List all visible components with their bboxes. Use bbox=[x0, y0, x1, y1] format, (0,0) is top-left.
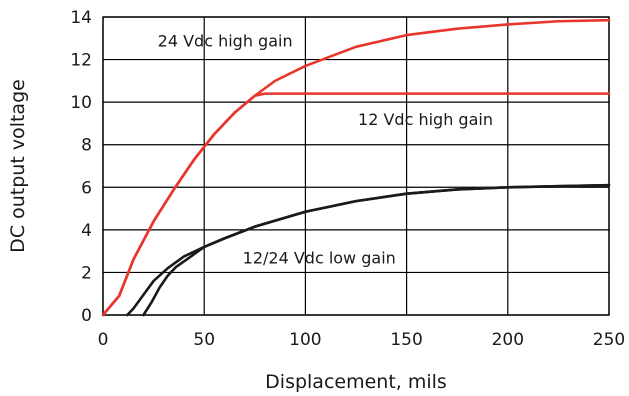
x-tick-label: 50 bbox=[193, 330, 215, 350]
series-line-4 bbox=[142, 183, 611, 317]
annotation-2: 12 Vdc high gain bbox=[358, 110, 493, 129]
series-line-2 bbox=[101, 18, 611, 317]
x-tick-labels: 0 50 100 150 200 250 bbox=[98, 330, 626, 350]
x-tick-label: 100 bbox=[289, 330, 321, 350]
y-tick-label: 2 bbox=[81, 263, 92, 283]
annotation-1: 24 Vdc high gain bbox=[158, 31, 293, 50]
y-axis-label: DC output voltage bbox=[7, 79, 29, 253]
y-tick-label: 10 bbox=[70, 93, 92, 113]
series-lines bbox=[101, 18, 611, 317]
y-tick-label: 8 bbox=[81, 136, 92, 156]
plot-frame bbox=[102, 16, 610, 316]
x-tick-label: 150 bbox=[390, 330, 422, 350]
annotation-3: 12/24 Vdc low gain bbox=[243, 249, 396, 268]
x-tick-label: 200 bbox=[492, 330, 524, 350]
y-tick-label: 6 bbox=[81, 178, 92, 198]
y-tick-label: 12 bbox=[70, 51, 92, 71]
y-tick-label: 4 bbox=[81, 221, 92, 241]
x-tick-label: 250 bbox=[593, 330, 625, 350]
y-tick-label: 0 bbox=[81, 306, 92, 326]
x-axis-label: Displacement, mils bbox=[265, 371, 447, 393]
y-tick-label: 14 bbox=[70, 8, 92, 28]
annotations: 24 Vdc high gain 12 Vdc high gain 12/24 Vd… bbox=[158, 31, 493, 267]
x-tick-label: 0 bbox=[98, 330, 109, 350]
y-tick-labels: 0 2 4 6 8 10 12 14 bbox=[70, 8, 92, 326]
